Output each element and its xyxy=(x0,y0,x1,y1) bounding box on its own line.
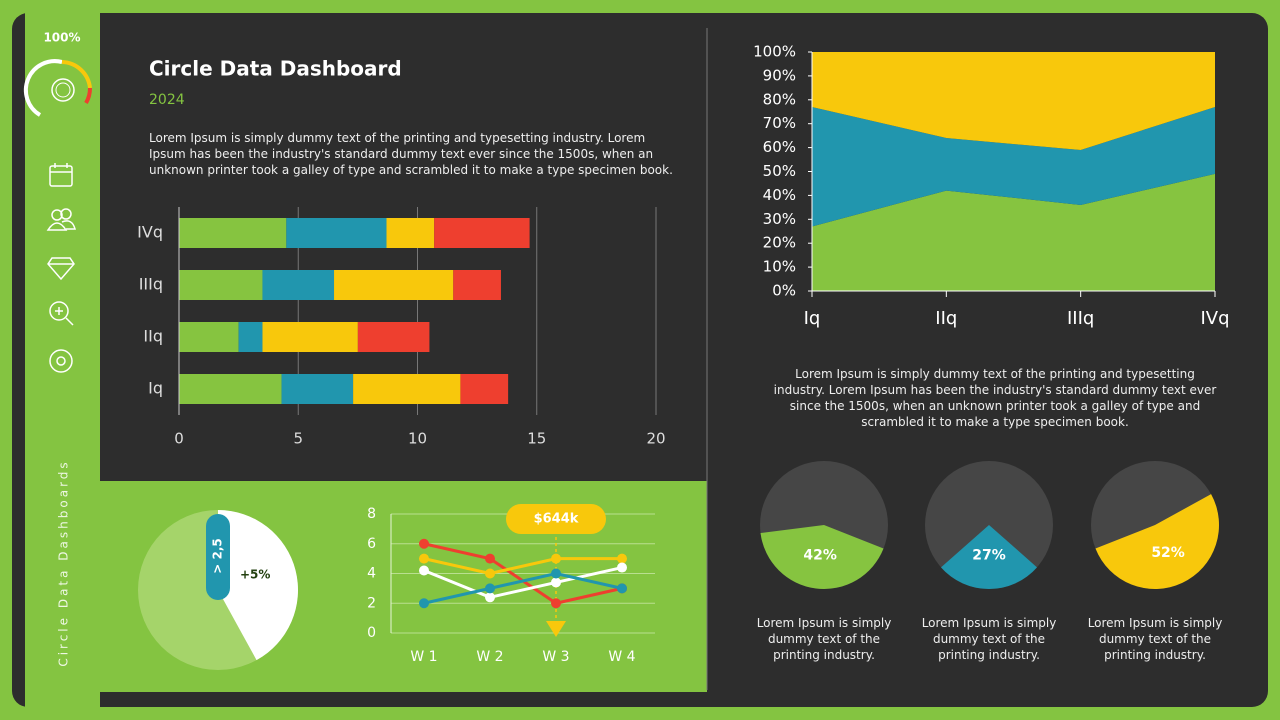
y-tick-label: 8 xyxy=(367,506,376,522)
header-text: Lorem Ipsum is simply dummy text of the … xyxy=(149,131,673,177)
sidebar-icons xyxy=(46,163,76,373)
pie-slice xyxy=(760,525,884,589)
point xyxy=(419,598,429,609)
gauge-icon xyxy=(23,59,93,117)
point xyxy=(617,583,627,594)
annotation-label: +5% xyxy=(240,568,270,582)
gauge-label: 100% xyxy=(43,31,80,45)
y-tick-label: 50% xyxy=(763,162,796,180)
point xyxy=(551,568,561,579)
x-tick-label: Iq xyxy=(804,308,821,329)
pie-label: 27% xyxy=(972,548,1006,564)
x-tick-label: 10 xyxy=(408,430,427,448)
point xyxy=(551,577,561,588)
point xyxy=(419,553,429,564)
x-tick-label: W 4 xyxy=(608,649,635,665)
line xyxy=(423,557,622,576)
y-tick-label: 70% xyxy=(763,114,796,132)
x-tick-label: W 3 xyxy=(542,649,569,665)
pie-slice xyxy=(940,525,1038,589)
annotation-label: $644k xyxy=(534,512,579,527)
x-tick-label: IVq xyxy=(1200,308,1229,329)
bar-segment xyxy=(286,218,387,248)
bar-segment xyxy=(238,322,263,352)
area xyxy=(812,173,1215,291)
x-tick-label: 20 xyxy=(646,430,665,448)
annotation-pill xyxy=(506,504,606,534)
y-tick-label: 60% xyxy=(763,138,796,156)
page-subtitle: 2024 xyxy=(149,92,185,108)
y-tick-label: 40% xyxy=(763,186,796,204)
y-tick-label: 30% xyxy=(763,210,796,228)
arrow-icon xyxy=(240,534,258,558)
line xyxy=(423,566,623,599)
bar-segment xyxy=(281,374,354,404)
x-tick-label: W 1 xyxy=(410,649,437,665)
line xyxy=(423,571,623,605)
y-tick-label: 100% xyxy=(753,43,796,61)
point xyxy=(617,562,627,573)
y-tick-label: IVq xyxy=(137,223,163,242)
point xyxy=(485,592,495,603)
area xyxy=(812,52,1215,150)
annotation-pill xyxy=(206,514,230,600)
bar-segment xyxy=(460,374,509,404)
y-tick-label: 90% xyxy=(763,66,796,84)
bar-segment xyxy=(179,374,282,404)
bar-segment xyxy=(386,218,435,248)
pie-slice xyxy=(218,510,299,661)
y-tick-label: 10% xyxy=(763,258,796,276)
x-tick-label: 15 xyxy=(527,430,546,448)
annotation-arrow xyxy=(546,621,566,637)
point xyxy=(551,553,561,564)
x-tick-label: 5 xyxy=(293,430,303,448)
y-tick-label: Iq xyxy=(148,379,163,398)
point xyxy=(419,565,429,576)
y-tick-label: IIq xyxy=(143,327,163,346)
y-tick-label: 4 xyxy=(367,566,376,582)
sidebar-title: Circle Data Dashboards xyxy=(57,459,71,666)
point xyxy=(485,583,495,594)
x-tick-label: IIq xyxy=(935,308,957,329)
y-tick-label: 0 xyxy=(367,625,376,641)
x-tick-label: W 2 xyxy=(476,649,503,665)
sidebar xyxy=(25,13,100,707)
point xyxy=(551,598,561,609)
point xyxy=(419,538,429,549)
pie-caption: Lorem Ipsum is simply dummy text of the … xyxy=(921,616,1057,662)
bar-segment xyxy=(262,270,335,300)
pie-caption: Lorem Ipsum is simply dummy text of the … xyxy=(756,616,892,662)
y-tick-label: 80% xyxy=(763,90,796,108)
pie-caption: Lorem Ipsum is simply dummy text of the … xyxy=(1087,616,1223,662)
page-title: Circle Data Dashboard xyxy=(149,57,402,81)
y-tick-label: 2 xyxy=(367,595,376,611)
y-tick-label: 20% xyxy=(763,234,796,252)
y-tick-label: 0% xyxy=(772,282,796,300)
bar-segment xyxy=(334,270,454,300)
y-tick-label: IIIq xyxy=(139,275,163,294)
x-tick-label: 0 xyxy=(174,430,184,448)
right-text: Lorem Ipsum is simply dummy text of the … xyxy=(773,367,1217,429)
bar-segment xyxy=(434,218,530,248)
bar-segment xyxy=(179,270,263,300)
x-tick-label: IIIq xyxy=(1067,308,1094,329)
pie-slice xyxy=(1095,494,1219,589)
bar-segment xyxy=(357,322,430,352)
point xyxy=(485,553,495,564)
pie-label: 52% xyxy=(1151,545,1185,561)
annotation-label: > 2,5 xyxy=(211,538,225,574)
bar-segment xyxy=(179,218,287,248)
point xyxy=(485,568,495,579)
pie-label: 42% xyxy=(803,547,837,563)
bar-segment xyxy=(453,270,501,300)
point xyxy=(617,553,627,564)
bar-segment xyxy=(179,322,239,352)
area xyxy=(812,106,1215,227)
bar-segment xyxy=(353,374,461,404)
bar-segment xyxy=(262,322,358,352)
y-tick-label: 6 xyxy=(367,536,376,552)
